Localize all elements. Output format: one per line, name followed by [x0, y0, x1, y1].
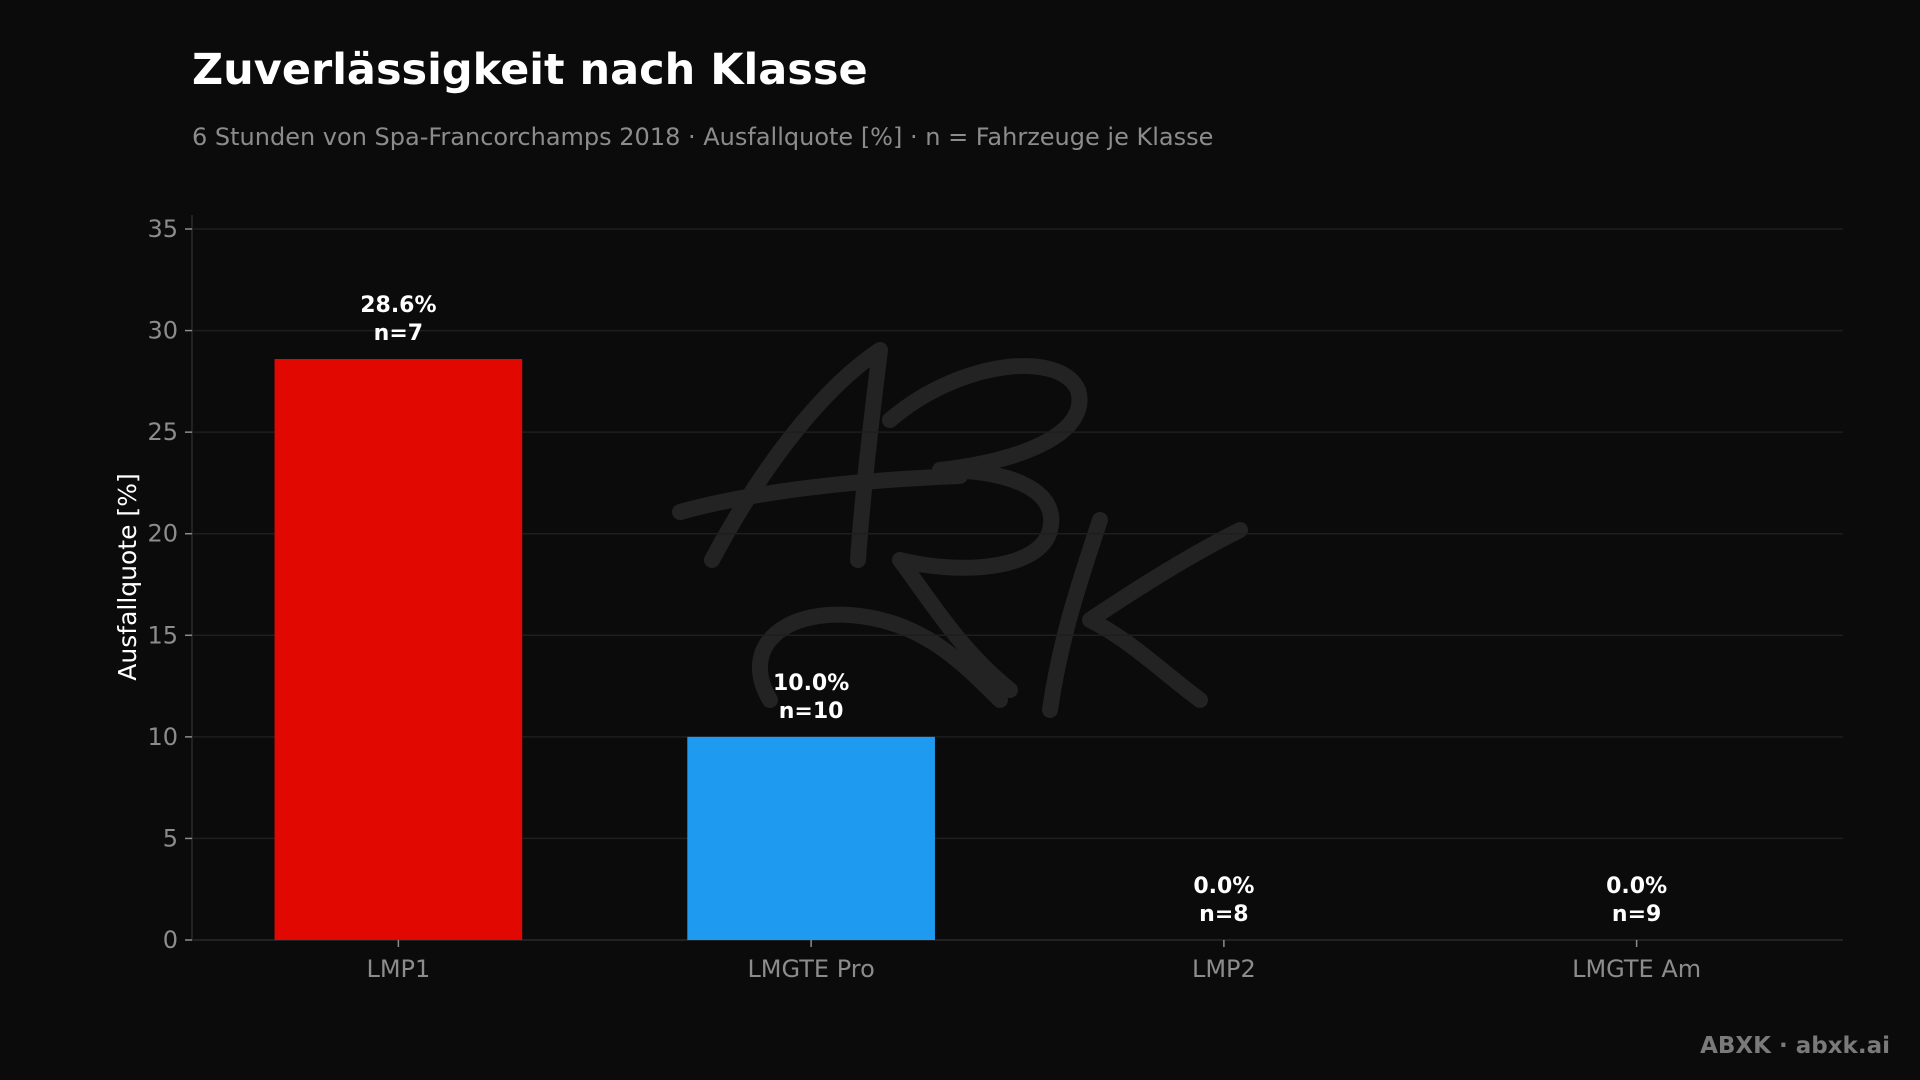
- credit: ABXK · abxk.ai: [1700, 1033, 1890, 1059]
- y-axis-ticks: 0 5 10 15 20 25 30 35: [147, 215, 192, 954]
- value-label: 0.0%: [1193, 874, 1254, 899]
- bar-lmp1: [274, 359, 523, 940]
- y-tick-label: 15: [147, 621, 178, 649]
- y-tick-label: 0: [163, 926, 178, 954]
- bars: [274, 359, 935, 940]
- y-tick-label: 10: [147, 723, 178, 751]
- chart-subtitle: 6 Stunden von Spa-Francorchamps 2018 · A…: [192, 123, 1213, 151]
- y-tick-label: 20: [147, 520, 178, 548]
- bar-lmgte-pro: [687, 736, 935, 940]
- value-label: 0.0%: [1606, 874, 1667, 899]
- value-label: 10.0%: [773, 671, 849, 696]
- y-tick-label: 30: [147, 317, 178, 345]
- n-label: n=9: [1612, 902, 1661, 927]
- chart-title: Zuverlässigkeit nach Klasse: [192, 45, 868, 95]
- y-tick-label: 5: [163, 824, 178, 852]
- x-tick-label: LMGTE Am: [1572, 955, 1701, 983]
- data-labels: 28.6% n=7 10.0% n=10 0.0% n=8 0.0% n=9: [360, 293, 1667, 927]
- value-label: 28.6%: [360, 293, 436, 318]
- watermark-logo: [672, 342, 1248, 718]
- x-tick-label: LMP1: [366, 955, 430, 983]
- n-label: n=7: [374, 321, 423, 346]
- n-label: n=10: [779, 699, 844, 724]
- y-axis-title: Ausfallquote [%]: [113, 473, 142, 680]
- y-tick-label: 35: [147, 215, 178, 243]
- x-tick-label: LMGTE Pro: [747, 955, 874, 983]
- y-tick-label: 25: [147, 418, 178, 446]
- n-label: n=8: [1199, 902, 1248, 927]
- x-tick-label: LMP2: [1192, 955, 1256, 983]
- x-axis-ticks: LMP1 LMGTE Pro LMP2 LMGTE Am: [366, 940, 1701, 983]
